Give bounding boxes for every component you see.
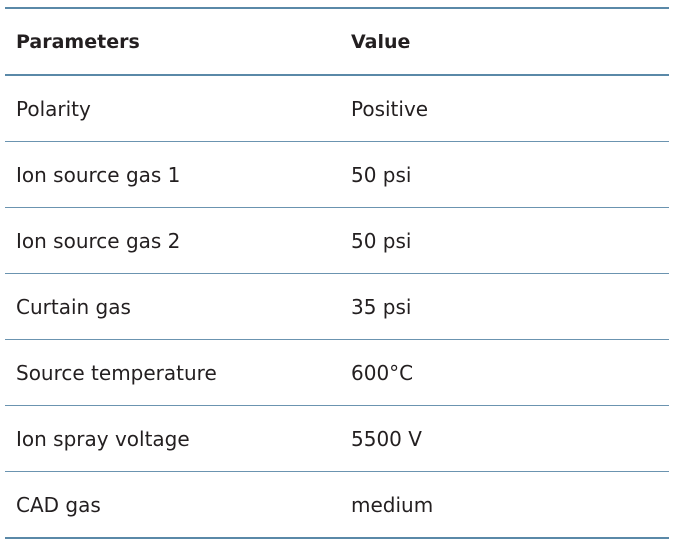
parameters-table: Parameters Value Polarity Positive Ion so…	[5, 7, 669, 539]
value-cell: Positive	[340, 75, 669, 142]
header-row: Parameters Value	[5, 7, 669, 76]
parameter-cell: Ion source gas 1	[5, 141, 340, 208]
header-parameters: Parameters	[5, 7, 340, 76]
parameter-cell: Source temperature	[5, 339, 340, 406]
table-row: Source temperature 600°C	[5, 339, 669, 406]
parameter-cell: Polarity	[5, 75, 340, 142]
parameter-cell: Curtain gas	[5, 273, 340, 340]
table-row: Polarity Positive	[5, 75, 669, 142]
table-row: Ion spray voltage 5500 V	[5, 405, 669, 472]
parameter-cell: CAD gas	[5, 471, 340, 539]
table-row: Ion source gas 1 50 psi	[5, 141, 669, 208]
value-cell: 35 psi	[340, 273, 669, 340]
table-row: Ion source gas 2 50 psi	[5, 207, 669, 274]
value-cell: medium	[340, 471, 669, 539]
table-row: CAD gas medium	[5, 471, 669, 539]
parameter-cell: Ion source gas 2	[5, 207, 340, 274]
value-cell: 600°C	[340, 339, 669, 406]
table-row: Curtain gas 35 psi	[5, 273, 669, 340]
parameter-cell: Ion spray voltage	[5, 405, 340, 472]
value-cell: 50 psi	[340, 141, 669, 208]
value-cell: 5500 V	[340, 405, 669, 472]
value-cell: 50 psi	[340, 207, 669, 274]
header-value: Value	[340, 7, 669, 76]
